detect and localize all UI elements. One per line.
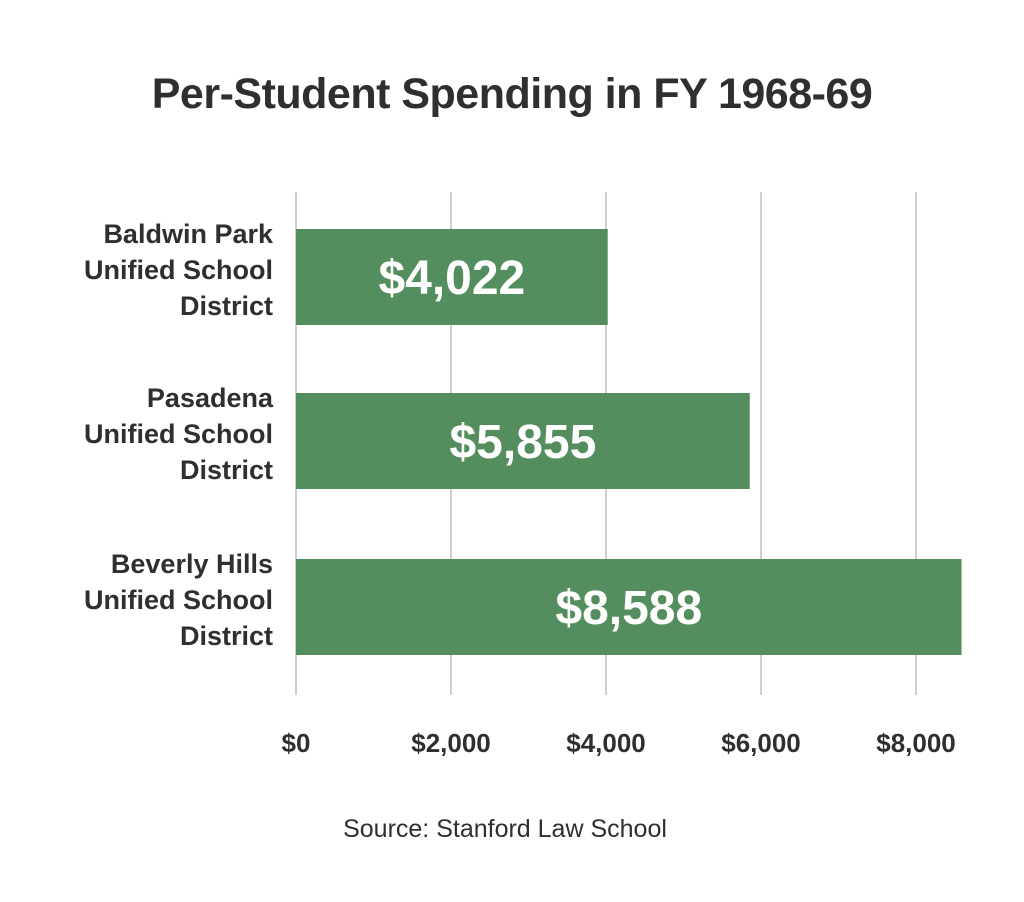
bar (296, 559, 962, 655)
bar-value-label: $5,855 (449, 416, 596, 469)
x-tick-label: $2,000 (411, 728, 491, 758)
x-tick-label: $6,000 (721, 728, 801, 758)
category-label-line: Beverly Hills (111, 549, 273, 579)
category-label-line: Pasadena (147, 383, 274, 413)
x-tick-label: $4,000 (566, 728, 646, 758)
chart-title: Per-Student Spending in FY 1968-69 (151, 70, 873, 118)
category-label: Pasadena Unified School District (84, 383, 274, 485)
source-note: Source: Stanford Law School (343, 815, 667, 843)
bar (296, 229, 608, 325)
category-label: Baldwin Park Unified School District (84, 219, 274, 321)
bar-value-label: $4,022 (378, 252, 525, 305)
x-axis-tick-labels: $0 $2,000 $4,000 $6,000 $8,000 (282, 728, 956, 758)
category-label-line: Unified School (84, 585, 273, 615)
category-label: Beverly Hills Unified School District (84, 549, 273, 651)
category-labels: Baldwin Park Unified School DistrictPasade… (84, 219, 274, 651)
x-tick-label: $8,000 (876, 728, 956, 758)
category-label-line: Baldwin Park (103, 219, 274, 249)
x-tick-label: $0 (282, 728, 311, 758)
category-label-line: District (180, 291, 273, 321)
bar-value-label: $8,588 (555, 582, 702, 635)
category-label-line: District (180, 455, 273, 485)
bars: $4,022 $5,855 $8,588 (296, 229, 962, 655)
bar (296, 393, 750, 489)
category-label-line: District (180, 621, 273, 651)
category-label-line: Unified School (84, 419, 273, 449)
category-label-line: Unified School (84, 255, 273, 285)
